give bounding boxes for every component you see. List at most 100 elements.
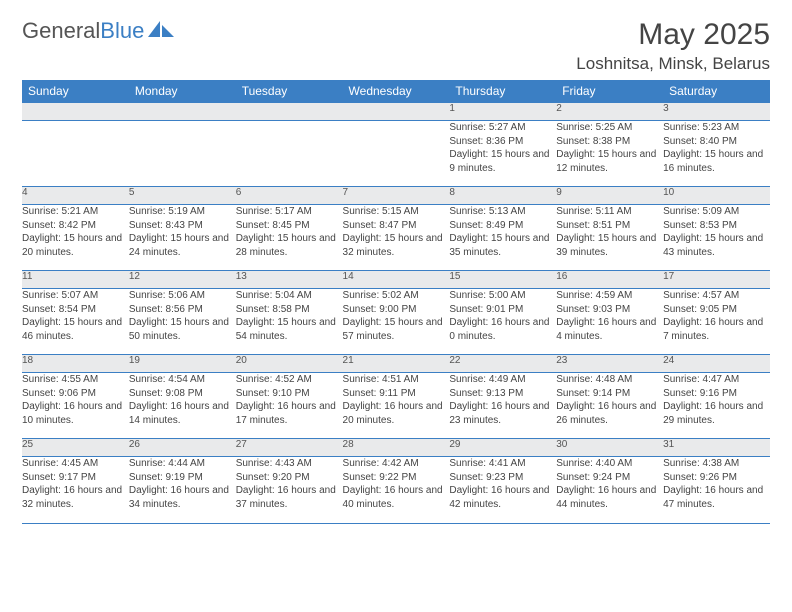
day-number: 29 <box>449 439 556 457</box>
daylight-text: Daylight: 15 hours and 9 minutes. <box>449 148 556 175</box>
day-cell <box>22 121 129 187</box>
day-number: 1 <box>449 103 556 121</box>
day-number: 2 <box>556 103 663 121</box>
page-header: GeneralBlue May 2025 Loshnitsa, Minsk, B… <box>22 18 770 74</box>
sunset-text: Sunset: 9:06 PM <box>22 387 129 401</box>
sunrise-text: Sunrise: 4:47 AM <box>663 373 770 387</box>
day-number: 27 <box>236 439 343 457</box>
day-number: 22 <box>449 355 556 373</box>
day-cell: Sunrise: 5:15 AMSunset: 8:47 PMDaylight:… <box>343 205 450 271</box>
daylight-text: Daylight: 15 hours and 46 minutes. <box>22 316 129 343</box>
daylight-text: Daylight: 16 hours and 17 minutes. <box>236 400 343 427</box>
sunrise-text: Sunrise: 5:09 AM <box>663 205 770 219</box>
logo: GeneralBlue <box>22 18 174 44</box>
day-number <box>22 103 129 121</box>
day-cell: Sunrise: 5:00 AMSunset: 9:01 PMDaylight:… <box>449 289 556 355</box>
day-number: 14 <box>343 271 450 289</box>
day-cell: Sunrise: 5:02 AMSunset: 9:00 PMDaylight:… <box>343 289 450 355</box>
sunset-text: Sunset: 8:43 PM <box>129 219 236 233</box>
day-number: 6 <box>236 187 343 205</box>
sunset-text: Sunset: 8:51 PM <box>556 219 663 233</box>
sunrise-text: Sunrise: 5:02 AM <box>343 289 450 303</box>
sunrise-text: Sunrise: 5:17 AM <box>236 205 343 219</box>
sunset-text: Sunset: 9:11 PM <box>343 387 450 401</box>
day-number-row: 25262728293031 <box>22 439 770 457</box>
sunset-text: Sunset: 8:53 PM <box>663 219 770 233</box>
daylight-text: Daylight: 16 hours and 29 minutes. <box>663 400 770 427</box>
day-cell: Sunrise: 5:21 AMSunset: 8:42 PMDaylight:… <box>22 205 129 271</box>
day-cell: Sunrise: 4:45 AMSunset: 9:17 PMDaylight:… <box>22 457 129 523</box>
day-number: 25 <box>22 439 129 457</box>
day-number: 26 <box>129 439 236 457</box>
day-cell: Sunrise: 4:52 AMSunset: 9:10 PMDaylight:… <box>236 373 343 439</box>
day-content-row: Sunrise: 5:07 AMSunset: 8:54 PMDaylight:… <box>22 289 770 355</box>
day-number: 21 <box>343 355 450 373</box>
day-cell: Sunrise: 5:17 AMSunset: 8:45 PMDaylight:… <box>236 205 343 271</box>
day-header: Friday <box>556 80 663 103</box>
daylight-text: Daylight: 16 hours and 42 minutes. <box>449 484 556 511</box>
day-cell: Sunrise: 4:54 AMSunset: 9:08 PMDaylight:… <box>129 373 236 439</box>
day-number: 10 <box>663 187 770 205</box>
daylight-text: Daylight: 16 hours and 37 minutes. <box>236 484 343 511</box>
day-number: 20 <box>236 355 343 373</box>
logo-sail-icon <box>148 19 174 44</box>
sunset-text: Sunset: 9:17 PM <box>22 471 129 485</box>
day-number: 15 <box>449 271 556 289</box>
sunset-text: Sunset: 9:08 PM <box>129 387 236 401</box>
daylight-text: Daylight: 16 hours and 34 minutes. <box>129 484 236 511</box>
day-cell: Sunrise: 4:48 AMSunset: 9:14 PMDaylight:… <box>556 373 663 439</box>
day-number: 28 <box>343 439 450 457</box>
day-cell: Sunrise: 5:23 AMSunset: 8:40 PMDaylight:… <box>663 121 770 187</box>
day-header: Wednesday <box>343 80 450 103</box>
title-block: May 2025 Loshnitsa, Minsk, Belarus <box>576 18 770 74</box>
sunset-text: Sunset: 9:14 PM <box>556 387 663 401</box>
day-cell: Sunrise: 4:38 AMSunset: 9:26 PMDaylight:… <box>663 457 770 523</box>
daylight-text: Daylight: 16 hours and 44 minutes. <box>556 484 663 511</box>
daylight-text: Daylight: 15 hours and 39 minutes. <box>556 232 663 259</box>
day-number: 7 <box>343 187 450 205</box>
sunrise-text: Sunrise: 4:59 AM <box>556 289 663 303</box>
day-cell: Sunrise: 5:04 AMSunset: 8:58 PMDaylight:… <box>236 289 343 355</box>
sunrise-text: Sunrise: 4:52 AM <box>236 373 343 387</box>
sunset-text: Sunset: 9:20 PM <box>236 471 343 485</box>
sunset-text: Sunset: 9:22 PM <box>343 471 450 485</box>
sunrise-text: Sunrise: 4:43 AM <box>236 457 343 471</box>
day-header: Saturday <box>663 80 770 103</box>
sunrise-text: Sunrise: 4:55 AM <box>22 373 129 387</box>
sunrise-text: Sunrise: 5:07 AM <box>22 289 129 303</box>
bottom-rule <box>22 523 770 524</box>
daylight-text: Daylight: 15 hours and 54 minutes. <box>236 316 343 343</box>
day-number: 8 <box>449 187 556 205</box>
day-cell <box>129 121 236 187</box>
sunset-text: Sunset: 9:05 PM <box>663 303 770 317</box>
sunset-text: Sunset: 9:03 PM <box>556 303 663 317</box>
sunrise-text: Sunrise: 4:40 AM <box>556 457 663 471</box>
sunrise-text: Sunrise: 4:42 AM <box>343 457 450 471</box>
daylight-text: Daylight: 16 hours and 47 minutes. <box>663 484 770 511</box>
day-header: Tuesday <box>236 80 343 103</box>
sunrise-text: Sunrise: 5:19 AM <box>129 205 236 219</box>
sunrise-text: Sunrise: 5:25 AM <box>556 121 663 135</box>
sunset-text: Sunset: 8:38 PM <box>556 135 663 149</box>
sunrise-text: Sunrise: 5:11 AM <box>556 205 663 219</box>
calendar-table: SundayMondayTuesdayWednesdayThursdayFrid… <box>22 80 770 523</box>
sunset-text: Sunset: 8:49 PM <box>449 219 556 233</box>
day-cell: Sunrise: 4:51 AMSunset: 9:11 PMDaylight:… <box>343 373 450 439</box>
location-text: Loshnitsa, Minsk, Belarus <box>576 54 770 74</box>
sunrise-text: Sunrise: 4:41 AM <box>449 457 556 471</box>
sunset-text: Sunset: 8:40 PM <box>663 135 770 149</box>
sunset-text: Sunset: 9:01 PM <box>449 303 556 317</box>
daylight-text: Daylight: 16 hours and 0 minutes. <box>449 316 556 343</box>
day-cell: Sunrise: 4:44 AMSunset: 9:19 PMDaylight:… <box>129 457 236 523</box>
day-number: 4 <box>22 187 129 205</box>
day-cell: Sunrise: 5:06 AMSunset: 8:56 PMDaylight:… <box>129 289 236 355</box>
sunset-text: Sunset: 9:00 PM <box>343 303 450 317</box>
daylight-text: Daylight: 16 hours and 23 minutes. <box>449 400 556 427</box>
day-number-row: 45678910 <box>22 187 770 205</box>
day-cell: Sunrise: 5:09 AMSunset: 8:53 PMDaylight:… <box>663 205 770 271</box>
daylight-text: Daylight: 15 hours and 16 minutes. <box>663 148 770 175</box>
daylight-text: Daylight: 16 hours and 32 minutes. <box>22 484 129 511</box>
daylight-text: Daylight: 16 hours and 4 minutes. <box>556 316 663 343</box>
day-number: 9 <box>556 187 663 205</box>
sunset-text: Sunset: 8:58 PM <box>236 303 343 317</box>
